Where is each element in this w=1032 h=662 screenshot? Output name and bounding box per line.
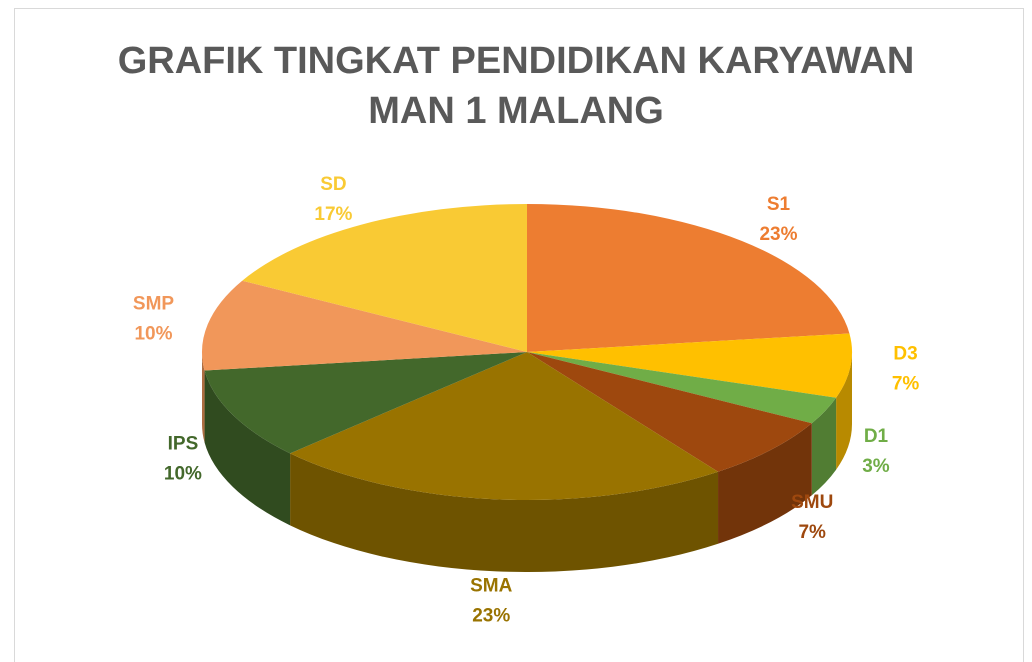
- slice-label: D1: [864, 426, 889, 447]
- slice-label: SMP: [133, 294, 175, 315]
- slice: [527, 333, 852, 398]
- slice-side: [718, 423, 812, 544]
- value-label: 10%: [164, 463, 202, 484]
- value-label: 3%: [862, 456, 890, 477]
- slice-label: SMA: [470, 576, 513, 597]
- chart-frame: [14, 8, 1024, 662]
- slice-side: [290, 453, 719, 572]
- slice: [204, 352, 527, 454]
- slice-side: [836, 352, 853, 470]
- slice-side: [204, 370, 291, 526]
- slice: [527, 352, 812, 472]
- slice-label: IPS: [168, 433, 199, 454]
- slice-side: [811, 397, 837, 496]
- value-label: 23%: [759, 224, 797, 245]
- value-label: 10%: [134, 324, 172, 345]
- slice: [527, 352, 837, 424]
- value-label: 23%: [472, 606, 510, 627]
- value-label: 7%: [798, 522, 826, 543]
- slice: [527, 204, 850, 352]
- slice: [290, 352, 719, 500]
- value-label: 7%: [892, 374, 920, 395]
- slice-label: SMU: [791, 492, 833, 513]
- slice-label: D3: [893, 344, 917, 365]
- slice-label: S1: [767, 194, 791, 215]
- value-label: 17%: [314, 204, 352, 225]
- slice: [242, 204, 528, 352]
- slice: [202, 280, 527, 371]
- slice-side: [202, 352, 205, 443]
- chart-title: GRAFIK TINGKAT PENDIDIKAN KARYAWAN MAN 1…: [117, 40, 915, 132]
- slice-label: SD: [320, 174, 346, 195]
